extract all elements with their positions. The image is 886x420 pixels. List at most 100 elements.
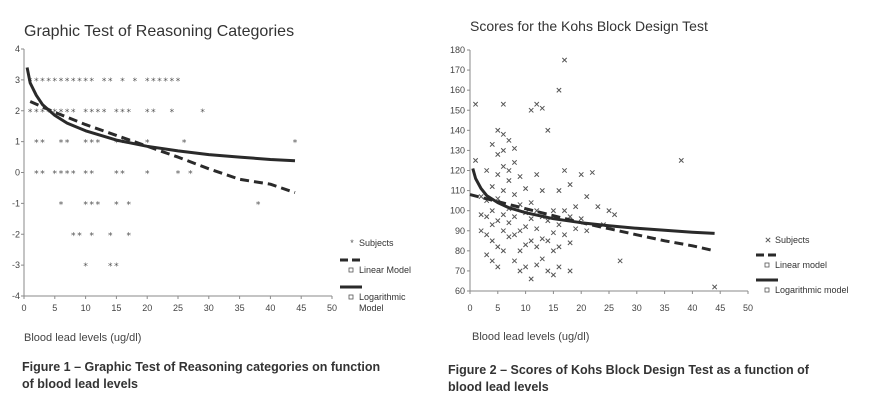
data-point: [550, 208, 556, 214]
x-tick-label: 15: [111, 303, 121, 313]
data-point: [550, 230, 556, 236]
data-point: [595, 204, 601, 210]
legend-label-subjects: Subjects: [775, 235, 810, 245]
data-point: *: [59, 200, 64, 210]
data-point: *: [114, 200, 119, 210]
y-tick-label: -4: [12, 291, 20, 301]
x-tick-label: 25: [604, 303, 614, 313]
data-point: [617, 258, 623, 264]
data-point: *: [120, 170, 125, 180]
data-point: [556, 188, 562, 194]
data-point: *: [108, 231, 113, 241]
data-point: *: [96, 200, 101, 210]
data-point: *: [90, 200, 95, 210]
data-point: [550, 248, 556, 254]
data-point: [612, 212, 618, 218]
x-tick-label: 5: [52, 303, 57, 313]
data-point: *: [83, 139, 88, 149]
data-point: *: [90, 139, 95, 149]
data-point: [539, 236, 545, 242]
data-point: *: [59, 77, 64, 87]
data-point: [556, 87, 562, 93]
data-point: [556, 244, 562, 250]
figure-2-caption: Figure 2 – Scores of Kohs Block Design T…: [448, 362, 880, 396]
data-point: *: [90, 77, 95, 87]
data-point: [589, 169, 595, 176]
data-point: [489, 222, 495, 228]
data-point: *: [77, 77, 82, 87]
data-point: [484, 252, 490, 258]
data-point: [534, 244, 540, 250]
figure-1-panel: Graphic Test of Reasoning Categories 4 3 2 1…: [0, 0, 440, 420]
data-point: *: [83, 262, 88, 272]
x-tick-label: 20: [142, 303, 152, 313]
data-point: *: [65, 108, 70, 118]
data-point: [500, 163, 506, 170]
data-point: [484, 232, 490, 238]
data-point: [556, 222, 562, 228]
legend-square-icon: [764, 262, 770, 268]
data-point: [489, 258, 495, 264]
data-point: *: [145, 108, 150, 118]
x-tick-label: 50: [743, 303, 753, 313]
data-point: *: [90, 170, 95, 180]
data-point: *: [59, 170, 64, 180]
data-point: *: [151, 77, 156, 87]
x-tick-label: 35: [660, 303, 670, 313]
data-point: [584, 194, 590, 200]
data-point: [528, 238, 534, 244]
data-point: *: [65, 77, 70, 87]
x-tick-label: 10: [81, 303, 91, 313]
data-point: [712, 284, 718, 290]
data-point: *: [256, 200, 261, 210]
x-tick-label: 15: [548, 303, 558, 313]
y-tick-label: 120: [450, 166, 465, 176]
data-point: *: [34, 170, 39, 180]
x-tick-label: 40: [265, 303, 275, 313]
y-tick-label: 140: [450, 125, 465, 135]
data-point: *: [176, 170, 181, 180]
data-point: *: [46, 108, 51, 118]
y-tick-label: -2: [12, 229, 20, 239]
data-point: *: [293, 139, 298, 149]
reasoning-chart: Graphic Test of Reasoning Categories 4 3 2 1…: [12, 23, 411, 344]
data-point: *: [46, 77, 51, 87]
data-point: [495, 151, 501, 157]
data-point: *: [120, 108, 125, 118]
data-point: [511, 232, 518, 238]
data-point: [578, 171, 584, 178]
data-point: *: [90, 108, 95, 118]
y-tick-label: 180: [450, 45, 465, 55]
data-point: [561, 232, 568, 238]
data-point: [473, 101, 479, 107]
data-point: *: [120, 139, 125, 149]
x-tick-label: 30: [632, 303, 642, 313]
kohs-chart: Scores for the Kohs Block Design Test 180…: [450, 18, 849, 343]
data-point: [539, 188, 545, 194]
data-point: *: [83, 108, 88, 118]
data-point: *: [96, 108, 101, 118]
x-tick-label: 5: [495, 303, 500, 313]
data-point: [523, 242, 529, 248]
data-point: *: [71, 77, 76, 87]
data-point: *: [77, 231, 82, 241]
x-tick-label: 50: [327, 303, 337, 313]
data-point: [500, 212, 506, 218]
data-point: [523, 264, 529, 270]
data-point: *: [114, 262, 119, 272]
legend-marker-subjects: *: [350, 238, 354, 248]
data-point: [545, 127, 551, 133]
data-point: *: [53, 108, 58, 118]
data-point: *: [71, 108, 76, 118]
data-point: *: [188, 170, 193, 180]
data-point: *: [170, 108, 175, 118]
data-point: *: [157, 77, 162, 87]
x-axis-label: Blood lead levels (ug/dl): [24, 332, 141, 344]
data-point: [511, 192, 518, 198]
legend-square-icon: [348, 294, 354, 300]
data-point: [539, 256, 545, 262]
data-point: *: [133, 77, 138, 87]
data-point: *: [126, 108, 131, 118]
x-tick-label: 30: [204, 303, 214, 313]
data-point: *: [114, 170, 119, 180]
